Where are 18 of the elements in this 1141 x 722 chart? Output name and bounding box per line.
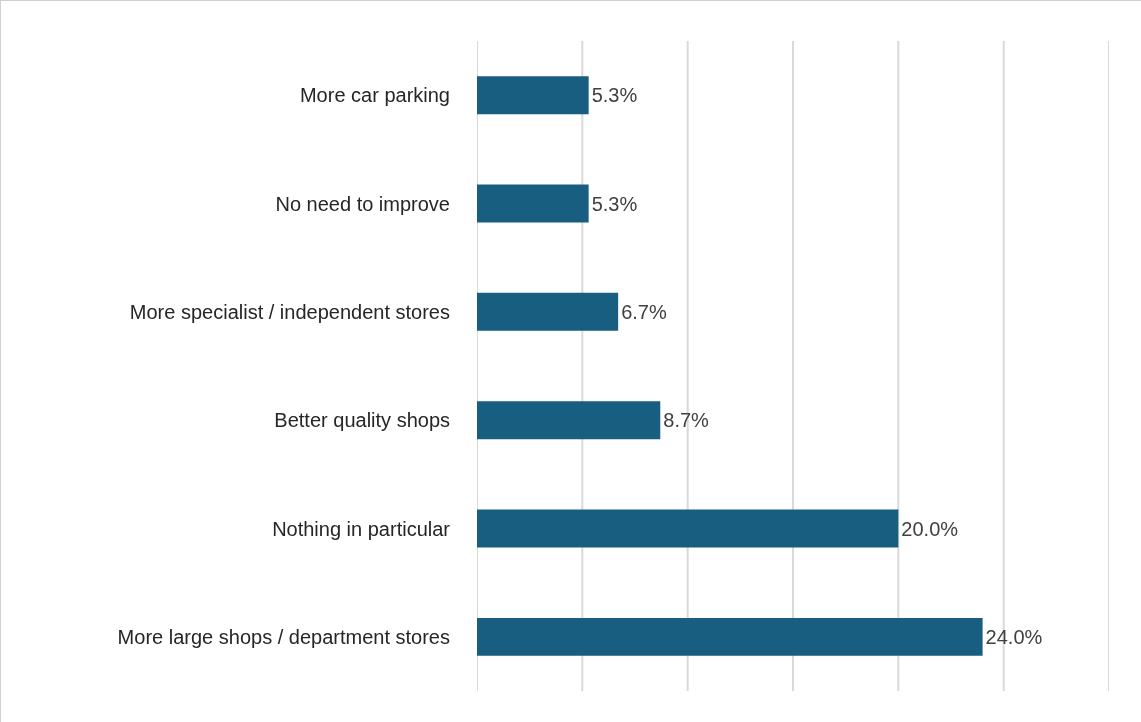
bar xyxy=(477,509,899,548)
data-label: 20.0% xyxy=(901,517,959,540)
y-tick-label: Nothing in particular xyxy=(272,517,451,540)
bar xyxy=(477,401,661,440)
bar xyxy=(477,184,589,223)
bar xyxy=(477,292,619,331)
y-tick-label: More large shops / department stores xyxy=(117,625,450,648)
data-label: 5.3% xyxy=(591,84,638,107)
bar xyxy=(477,617,983,656)
y-tick-label: No need to improve xyxy=(275,192,450,215)
data-label: 8.7% xyxy=(663,409,710,432)
bar xyxy=(477,76,589,115)
data-label: 24.0% xyxy=(985,625,1043,648)
data-label: 5.3% xyxy=(591,192,638,215)
data-label: 6.7% xyxy=(621,300,667,323)
y-tick-label: More car parking xyxy=(299,84,450,107)
y-tick-label: Better quality shops xyxy=(274,409,450,432)
y-tick-label: More specialist / independent stores xyxy=(129,300,450,323)
